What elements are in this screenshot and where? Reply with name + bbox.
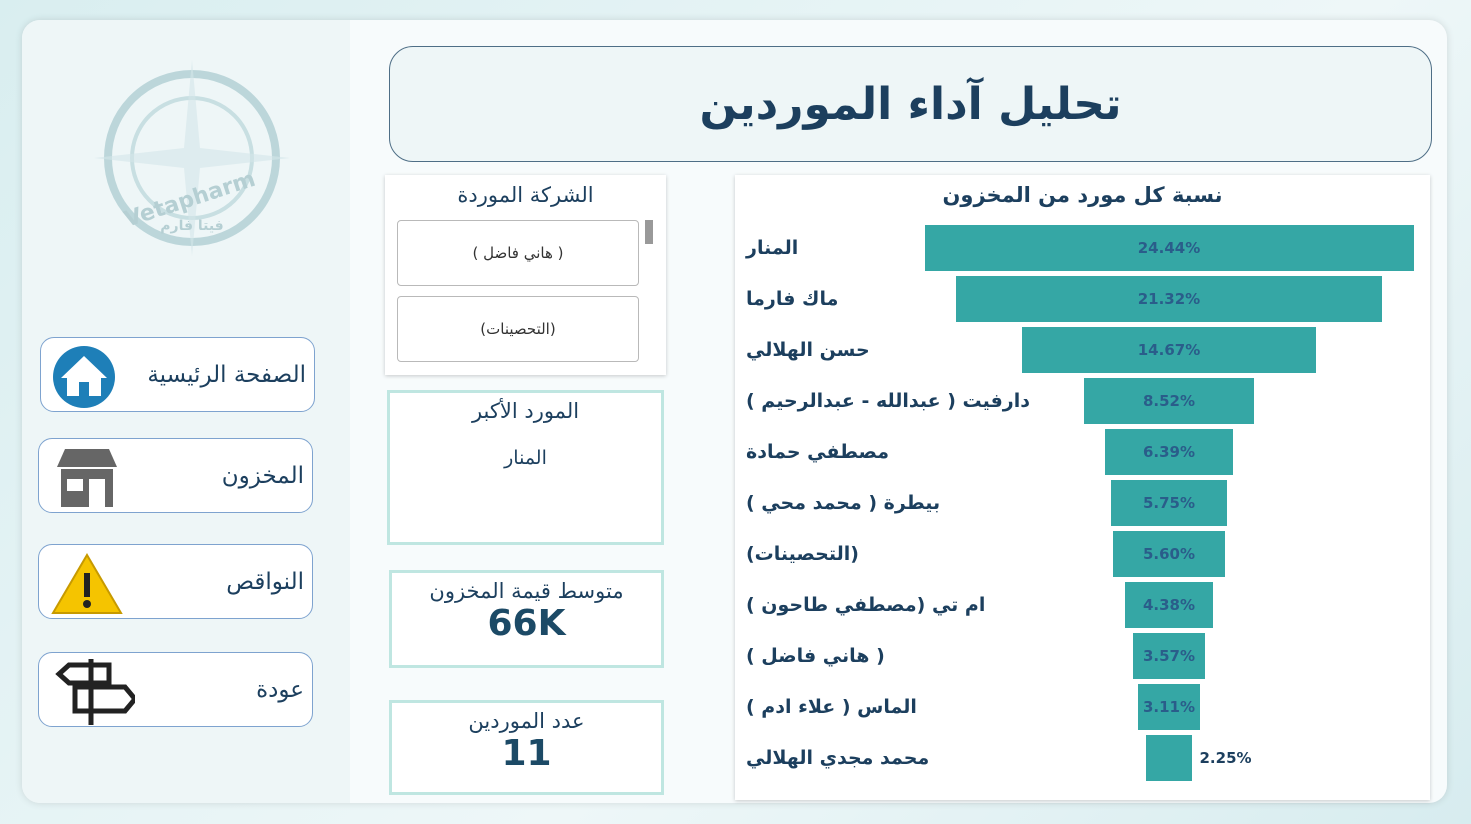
card: المورد الأكبر المنار <box>387 390 664 545</box>
funnel-bar <box>1133 633 1205 679</box>
card-value: 11 <box>501 733 552 774</box>
funnel-bar <box>1111 480 1227 526</box>
funnel-bar <box>1146 735 1192 781</box>
funnel-bar <box>1112 531 1225 577</box>
value-label: 5.60% <box>1142 545 1195 563</box>
funnel-bar <box>1022 327 1316 373</box>
chart-title: نسبة كل مورد من المخزون <box>942 183 1223 207</box>
card: متوسط قيمة المخزون 66K <box>389 570 664 668</box>
signpost-icon <box>55 659 135 725</box>
warning-icon <box>51 553 123 614</box>
funnel-bar <box>1105 429 1233 475</box>
funnel-chart: نسبة كل مورد من المخزون المنار 24.44% ماك … <box>735 175 1430 800</box>
category-label: حسن الهلالي <box>746 339 870 361</box>
nav-label: النواقص <box>226 568 304 595</box>
value-label: 24.44% <box>1137 239 1201 257</box>
slicer: الشركة الموردة ( هاني فاضل ) (التحصينات) <box>385 175 666 375</box>
card-value: 66K <box>487 603 566 644</box>
category-label: بيطرة ( محمد محي ) <box>746 492 941 514</box>
value-label: 4.38% <box>1142 596 1195 614</box>
home-icon <box>53 346 115 408</box>
category-label: الماس ( علاء ادم ) <box>746 696 917 718</box>
nav-back[interactable]: عودة <box>38 652 313 727</box>
nav-label: المخزون <box>221 462 304 489</box>
scrollbar[interactable] <box>645 220 653 244</box>
category-label: (التحصينات) <box>746 543 859 565</box>
value-label: 3.57% <box>1142 647 1196 665</box>
value-label: 3.11% <box>1142 698 1195 716</box>
value-label: 2.25% <box>1199 749 1252 767</box>
logo: Vetapharm فيتا فارم <box>94 60 290 256</box>
value-label: 14.67% <box>1137 341 1201 359</box>
logo-name-ar: فيتا فارم <box>160 218 223 234</box>
category-label: دارفيت ( عبدالله - عبدالرحيم ) <box>746 390 1030 412</box>
card-value: المنار <box>504 447 547 469</box>
card: عدد الموردين 11 <box>389 700 664 795</box>
value-label: 5.75% <box>1142 494 1196 512</box>
slicer-title: الشركة الموردة <box>457 183 594 207</box>
card-title: عدد الموردين <box>468 709 585 733</box>
category-label: ( هاني فاضل ) <box>746 645 885 667</box>
category-label: محمد مجدي الهلالي <box>746 747 930 769</box>
nav-label: عودة <box>256 676 304 703</box>
value-label: 21.32% <box>1137 290 1201 308</box>
store-icon <box>57 449 117 507</box>
card-title: المورد الأكبر <box>471 399 580 423</box>
nav-shortages[interactable]: النواقص <box>38 544 313 619</box>
category-label: مصطفي حمادة <box>746 441 890 463</box>
funnel-bar <box>1083 378 1255 424</box>
category-label: ام تي (مصطفي طاحون ) <box>746 594 986 616</box>
category-label: المنار <box>746 237 799 259</box>
funnel-bar <box>1137 684 1201 730</box>
page-title: تحليل آداء الموردين <box>389 46 1432 162</box>
card-title: متوسط قيمة المخزون <box>429 579 624 603</box>
nav-label: الصفحة الرئيسية <box>147 361 306 388</box>
funnel-bar <box>1125 582 1213 628</box>
value-label: 8.52% <box>1142 392 1195 410</box>
funnel-bar <box>924 225 1414 271</box>
nav-inventory[interactable]: المخزون <box>38 438 313 513</box>
slicer-item[interactable]: (التحصينات) <box>397 296 639 362</box>
value-label: 6.39% <box>1142 443 1195 461</box>
slicer-item[interactable]: ( هاني فاضل ) <box>397 220 639 286</box>
funnel-bar <box>955 276 1383 322</box>
category-label: ماك فارما <box>746 288 839 310</box>
nav-home[interactable]: الصفحة الرئيسية <box>40 337 315 412</box>
